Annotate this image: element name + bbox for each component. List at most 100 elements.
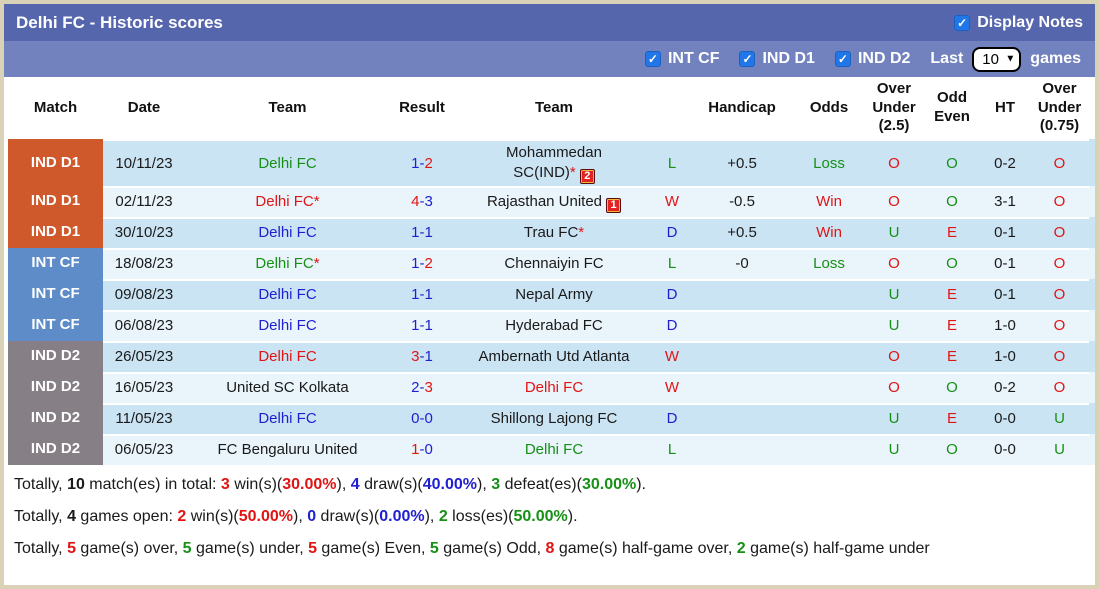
column-header: HT [995,98,1015,116]
summary-section: Totally, 10 match(es) in total: 3 win(s)… [4,465,1095,565]
odds-result: Loss [794,247,864,279]
ind-d1-label: IND D1 [762,50,815,67]
half-time-score: 0-1 [980,278,1030,310]
league-badge: IND D2 [8,433,103,465]
display-notes-label: Display Notes [977,13,1083,31]
result-letter: D [654,278,690,310]
home-team: FC Bengaluru United [185,433,390,465]
over-under-25: U [864,309,924,341]
score: 1-1 [390,309,454,341]
last-label: Last [930,50,964,67]
league-badge: INT CF [8,247,103,279]
odds-result: Win [794,216,864,248]
odd-even: E [924,278,980,310]
over-under-075: O [1030,185,1089,217]
page-title: Delhi FC - Historic scores [16,12,223,32]
display-notes-checkbox[interactable]: ✓ [954,14,971,31]
match-row: IND D1 10/11/23 Delhi FC 1-2 Mohammedan SC(I… [8,139,1095,186]
column-header: Result [399,98,445,116]
odds-result [794,371,864,403]
handicap-value [690,278,794,310]
odd-even: O [924,247,980,279]
score: 1-1 [390,216,454,248]
ind-d2-checkbox[interactable]: ✓ [834,51,851,67]
over-under-25: O [864,185,924,217]
home-team: Delhi FC* [185,185,390,217]
over-under-075: O [1030,278,1089,310]
half-time-score: 0-2 [980,371,1030,403]
half-time-score: 1-0 [980,340,1030,372]
column-header: Odds [809,98,849,116]
summary-line: Totally, 4 games open: 2 win(s)(50.00%),… [14,507,578,525]
match-date: 26/05/23 [103,340,185,372]
column-header: Over Under (2.5) [872,79,916,135]
odd-even: O [924,139,980,186]
league-badge: IND D1 [8,185,103,217]
int-cf-checkbox[interactable]: ✓ [644,51,661,67]
half-time-score: 0-1 [980,216,1030,248]
home-team: Delhi FC [185,340,390,372]
match-table: Match Date Team Result Team Handicap Odds Over … [4,77,1095,465]
half-time-score: 0-2 [980,139,1030,186]
score: 1-1 [390,278,454,310]
match-row: INT CF 09/08/23 Delhi FC 1-1 Nepal Army D U E 0-… [8,278,1095,310]
half-time-score: 0-0 [980,433,1030,465]
odd-even: O [924,371,980,403]
odds-result [794,309,864,341]
over-under-25: U [864,216,924,248]
league-badge: IND D1 [8,139,103,186]
odds-result: Win [794,185,864,217]
summary-line: Totally, 10 match(es) in total: 3 win(s)… [14,475,646,493]
handicap-value [690,402,794,434]
match-date: 02/11/23 [103,185,185,217]
away-team: Hyderabad FC [454,309,654,341]
result-letter: W [654,185,690,217]
match-row: IND D2 26/05/23 Delhi FC 3-1 Ambernath Utd A… [8,340,1095,372]
result-letter: L [654,247,690,279]
odd-even: E [924,340,980,372]
filter-bar: ✓ INT CF ✓ IND D1 ✓ IND D2 Last 10 ▼ gam… [4,41,1095,77]
over-under-25: U [864,278,924,310]
home-team: Delhi FC [185,278,390,310]
match-date: 30/10/23 [103,216,185,248]
ind-d1-checkbox[interactable]: ✓ [739,51,756,67]
rank-badge-icon: 1 [606,197,622,213]
league-badge: IND D1 [8,216,103,248]
home-team: Delhi FC [185,309,390,341]
column-header [654,77,690,139]
match-date: 10/11/23 [103,139,185,186]
rank-badge-icon: 2 [579,168,595,184]
games-count-select[interactable]: 10 [972,46,1022,72]
odd-even: O [924,433,980,465]
league-badge: INT CF [8,309,103,341]
over-under-075: U [1030,402,1089,434]
title-bar: Delhi FC - Historic scores ✓ Display Not… [4,4,1095,41]
result-letter: D [654,309,690,341]
result-letter: L [654,139,690,186]
half-time-score: 0-1 [980,247,1030,279]
home-team: Delhi FC* [185,247,390,279]
home-team: Delhi FC [185,139,390,186]
over-under-075: O [1030,139,1089,186]
column-header: Date [127,98,161,116]
handicap-value [690,433,794,465]
match-row: INT CF 06/08/23 Delhi FC 1-1 Hyderabad FC D U E… [8,309,1095,341]
match-table-body: IND D1 10/11/23 Delhi FC 1-2 Mohammedan SC(I… [8,139,1095,465]
league-badge: INT CF [8,278,103,310]
filter-ind-d2: ✓ IND D2 [834,50,910,68]
over-under-075: O [1030,371,1089,403]
match-row: IND D2 06/05/23 FC Bengaluru United 1-0 Delh… [8,433,1095,465]
games-count-select-wrap: 10 ▼ [972,46,1022,72]
over-under-25: O [864,247,924,279]
handicap-value: -0.5 [690,185,794,217]
odd-even: E [924,402,980,434]
score: 1-0 [390,433,454,465]
filter-ind-d1: ✓ IND D1 [739,50,815,68]
odds-result [794,402,864,434]
away-team: Nepal Army [454,278,654,310]
odds-result [794,433,864,465]
over-under-25: U [864,402,924,434]
odds-result [794,278,864,310]
column-header: Team [534,98,574,116]
